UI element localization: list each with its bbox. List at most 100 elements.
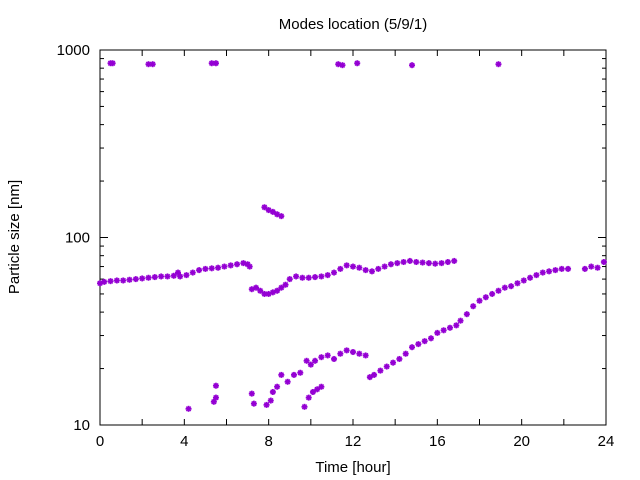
data-point — [419, 259, 426, 266]
data-point — [409, 344, 416, 351]
data-point — [170, 272, 177, 279]
data-point — [356, 350, 363, 357]
data-point — [132, 276, 139, 283]
data-point — [101, 278, 108, 285]
data-point — [377, 367, 384, 374]
data-point — [250, 400, 257, 407]
data-point — [212, 382, 219, 389]
data-point — [318, 273, 325, 280]
data-point — [290, 371, 297, 378]
data-point — [185, 405, 192, 412]
data-point — [381, 263, 388, 270]
data-point — [495, 61, 502, 68]
data-point — [588, 263, 595, 270]
data-point — [457, 317, 464, 324]
data-point — [425, 260, 432, 267]
data-point — [246, 263, 253, 270]
data-point — [552, 267, 559, 274]
x-axis-label: Time [hour] — [315, 459, 390, 476]
data-point — [139, 275, 146, 282]
data-point — [337, 350, 344, 357]
data-point — [189, 269, 196, 276]
data-point — [432, 260, 439, 267]
data-point — [331, 269, 338, 276]
data-point — [126, 276, 133, 283]
data-point — [337, 265, 344, 272]
data-point — [312, 357, 319, 364]
x-tick-label: 24 — [598, 433, 615, 450]
data-point — [278, 213, 285, 220]
data-point — [508, 283, 515, 290]
data-point — [514, 280, 521, 287]
data-point — [261, 204, 268, 211]
data-point — [413, 259, 420, 266]
data-point — [495, 287, 502, 294]
data-point — [368, 268, 375, 275]
x-tick-label: 16 — [429, 433, 446, 450]
chart-title: Modes location (5/9/1) — [279, 16, 427, 33]
data-point — [234, 261, 241, 268]
data-point — [476, 297, 483, 304]
data-point — [539, 269, 546, 276]
data-point — [318, 354, 325, 361]
data-point — [501, 284, 508, 291]
data-point — [299, 274, 306, 281]
data-point — [438, 260, 445, 267]
data-point — [305, 274, 312, 281]
data-point — [343, 262, 350, 269]
data-point — [208, 265, 215, 272]
tick-labels: 0 4 8 12 16 20 24 10 100 1000 — [57, 42, 615, 450]
data-point — [202, 265, 209, 272]
data-point — [415, 341, 422, 348]
data-point — [444, 259, 451, 266]
data-point — [120, 277, 127, 284]
data-point — [489, 290, 496, 297]
data-point — [164, 273, 171, 280]
x-tick-label: 20 — [513, 433, 530, 450]
data-point — [309, 388, 316, 395]
data-point — [324, 352, 331, 359]
data-point — [253, 284, 260, 291]
data-point — [354, 60, 361, 67]
data-point — [421, 338, 428, 345]
data-point — [451, 257, 458, 264]
data-point — [470, 303, 477, 310]
data-point — [196, 267, 203, 274]
data-point — [343, 347, 350, 354]
data-point — [428, 335, 435, 342]
data-point — [278, 284, 285, 291]
data-points — [97, 60, 607, 412]
data-point — [362, 267, 369, 274]
data-point — [546, 268, 553, 275]
data-point — [350, 263, 356, 270]
data-point — [158, 273, 165, 280]
data-point — [356, 264, 363, 271]
y-tick-label: 10 — [73, 417, 90, 434]
data-point — [145, 274, 152, 281]
data-point — [269, 208, 276, 215]
data-point — [267, 397, 274, 404]
data-point — [303, 357, 310, 364]
data-point — [371, 371, 378, 378]
data-point — [400, 259, 407, 266]
data-point — [394, 260, 401, 267]
data-point — [274, 383, 281, 390]
data-point — [406, 257, 413, 264]
data-point — [565, 265, 572, 272]
data-point — [409, 62, 416, 69]
data-point — [520, 277, 527, 284]
data-point — [305, 394, 312, 401]
data-point — [293, 273, 300, 280]
x-tick-label: 4 — [180, 433, 188, 450]
data-point — [527, 274, 534, 281]
data-point — [324, 272, 331, 279]
data-point — [387, 261, 394, 268]
data-point — [107, 278, 114, 285]
data-point — [307, 361, 314, 368]
y-tick-label: 1000 — [57, 42, 90, 59]
plot-frame — [99, 49, 607, 426]
data-point — [227, 262, 234, 269]
axis-ticks — [99, 49, 607, 426]
data-point — [286, 276, 293, 283]
